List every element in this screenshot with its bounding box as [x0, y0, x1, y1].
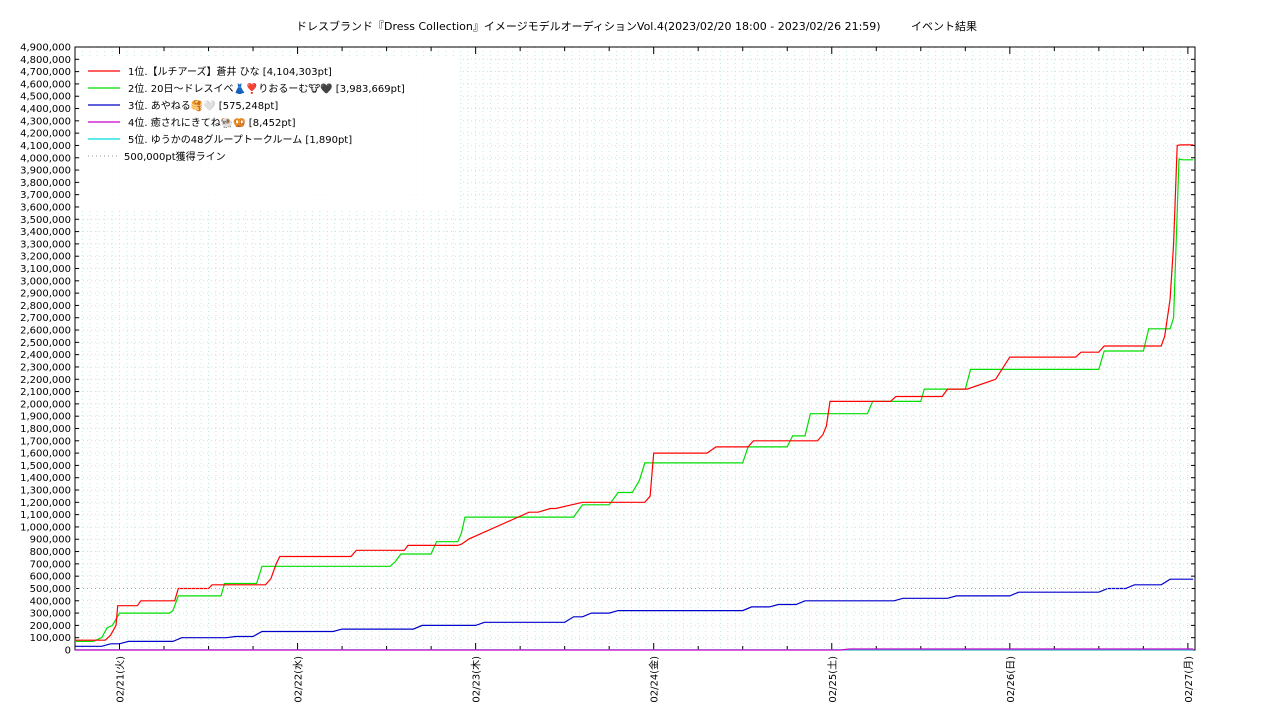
- y-tick-label: 3,900,000: [20, 166, 71, 177]
- y-tick-label: 2,300,000: [20, 362, 71, 373]
- y-tick-label: 500,000: [30, 584, 71, 595]
- y-tick-label: 900,000: [30, 535, 71, 546]
- y-tick-label: 3,600,000: [20, 202, 71, 213]
- y-tick-label: 400,000: [30, 596, 71, 607]
- y-tick-label: 1,100,000: [20, 510, 71, 521]
- y-tick-label: 4,200,000: [20, 129, 71, 140]
- x-tick-label: 02/23(木): [471, 656, 483, 703]
- series-line-2: [75, 158, 1194, 642]
- y-tick-label: 4,600,000: [20, 79, 71, 90]
- y-tick-label: 4,400,000: [20, 104, 71, 115]
- x-tick-label: 02/21(火): [115, 656, 127, 703]
- y-tick-label: 1,300,000: [20, 486, 71, 497]
- x-tick-label: 02/27(月): [1183, 656, 1195, 703]
- y-tick-label: 2,100,000: [20, 387, 71, 398]
- x-tick-label: 02/26(日): [1006, 656, 1017, 703]
- y-tick-label: 800,000: [30, 547, 71, 558]
- y-tick-label: 2,800,000: [20, 301, 71, 312]
- y-tick-label: 4,900,000: [20, 43, 71, 54]
- y-tick-label: 3,100,000: [20, 264, 71, 275]
- series-group: [75, 144, 1195, 651]
- y-tick-label: 4,500,000: [20, 92, 71, 103]
- legend: 1位.【ルチアーズ】蒼井 ひな [4,104,303pt] 2位. 20日〜ドレス…: [80, 58, 460, 208]
- y-tick-label: 1,200,000: [20, 498, 71, 509]
- y-tick-label: 1,400,000: [20, 473, 71, 484]
- y-tick-label: 3,200,000: [20, 252, 71, 263]
- series-line-3: [75, 578, 1194, 647]
- legend-label: 500,000pt獲得ライン: [124, 150, 226, 163]
- chart-title: ドレスブランド『Dress Collection』イメージモデルオーディションV…: [296, 19, 881, 33]
- series-line-1: [75, 144, 1194, 641]
- y-tick-label: 1,900,000: [20, 412, 71, 423]
- y-tick-label: 4,300,000: [20, 116, 71, 127]
- x-axis: 02/21(火) 02/22(水) 02/23(木) 02/24(金) 02/25(土)…: [115, 47, 1195, 703]
- y-tick-label: 0: [65, 646, 71, 657]
- y-tick-label: 3,300,000: [20, 239, 71, 250]
- legend-label: 4位. 癒されにきてね🐏🥨 [8,452pt]: [128, 116, 296, 129]
- y-tick-label: 700,000: [30, 559, 71, 570]
- y-tick-label: 2,200,000: [20, 375, 71, 386]
- y-tick-label: 2,500,000: [20, 338, 71, 349]
- y-tick-label: 1,000,000: [20, 522, 71, 533]
- y-tick-label: 300,000: [30, 609, 71, 620]
- y-tick-label: 2,900,000: [20, 289, 71, 300]
- y-tick-label: 2,700,000: [20, 313, 71, 324]
- legend-box: [80, 58, 460, 208]
- y-tick-label: 1,500,000: [20, 461, 71, 472]
- x-tick-label: 02/22(水): [293, 656, 305, 703]
- legend-label: 5位. ゆうかの48グループトークルーム [1,890pt]: [128, 133, 352, 146]
- y-tick-label: 3,800,000: [20, 178, 71, 189]
- y-tick-label: 4,800,000: [20, 55, 71, 66]
- y-tick-label: 2,000,000: [20, 399, 71, 410]
- y-tick-label: 3,000,000: [20, 276, 71, 287]
- x-tick-label: 02/25(土): [826, 656, 839, 703]
- y-tick-label: 2,600,000: [20, 326, 71, 337]
- y-tick-label: 3,700,000: [20, 190, 71, 201]
- chart-subtitle: イベント結果: [911, 19, 977, 33]
- y-tick-label: 3,400,000: [20, 227, 71, 238]
- y-tick-label: 1,600,000: [20, 449, 71, 460]
- x-tick-label: 02/24(金): [648, 656, 661, 703]
- y-tick-label: 600,000: [30, 572, 71, 583]
- y-tick-label: 2,400,000: [20, 350, 71, 361]
- legend-label: 3位. あやねる🥞🤍 [575,248pt]: [128, 99, 278, 112]
- y-tick-label: 3,500,000: [20, 215, 71, 226]
- series-line-4: [75, 648, 1194, 651]
- y-tick-label: 100,000: [30, 633, 71, 644]
- legend-label: 1位.【ルチアーズ】蒼井 ひな [4,104,303pt]: [128, 65, 332, 78]
- y-tick-label: 4,100,000: [20, 141, 71, 152]
- legend-label: 2位. 20日〜ドレスイベ👗❣️りおるーむ🐮🖤 [3,983,669pt]: [128, 82, 405, 95]
- y-tick-label: 200,000: [30, 621, 71, 632]
- y-tick-label: 1,800,000: [20, 424, 71, 435]
- y-tick-label: 4,000,000: [20, 153, 71, 164]
- y-tick-label: 4,700,000: [20, 67, 71, 78]
- y-tick-label: 1,700,000: [20, 436, 71, 447]
